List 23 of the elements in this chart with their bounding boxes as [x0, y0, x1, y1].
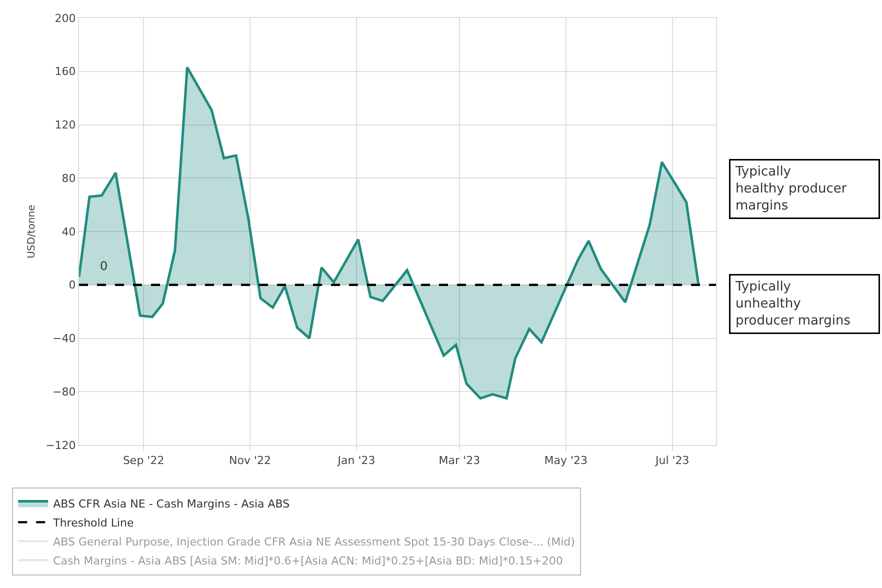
x-tick-label: May '23 [544, 454, 588, 468]
legend-label: ABS CFR Asia NE - Cash Margins - Asia ABS [53, 497, 290, 510]
y-tick-label: −120 [46, 438, 76, 452]
y-tick-label: 160 [54, 65, 76, 78]
x-tick-label: Sep '22 [122, 454, 164, 468]
y-tick-label: 40 [62, 225, 76, 238]
legend-label: Threshold Line [52, 516, 134, 530]
y-tick-label: 0 [68, 278, 76, 292]
legend-label: ABS General Purpose, Injection Grade CFR Asia NE Assessment Spot 15-30 Days Close-... (Mid) [53, 535, 575, 548]
text: Typically healthy producer margins [734, 164, 848, 214]
y-tick-label: 120 [54, 118, 76, 132]
x-tick-label: Jul '23 [654, 454, 690, 468]
annotation: 0 [100, 259, 108, 273]
legend-label: Cash Margins - Asia ABS [Asia SM: Mid]*0.6+[Asia ACN: Mid]*0.25+[Asia BD: Mid]*0.15+200 [53, 554, 563, 568]
y-tick-label: −80 [52, 385, 76, 398]
y-axis-title: USD/tonne [26, 204, 38, 258]
text: Typically unhealthy producer margins [734, 280, 851, 328]
y-tick-label: 80 [62, 172, 76, 185]
x-tick-label: Jan '23 [336, 454, 376, 468]
y-tick-label: 200 [54, 12, 76, 25]
y-tick-label: −40 [52, 332, 76, 346]
x-tick-label: Mar '23 [438, 454, 480, 468]
x-tick-label: Nov '22 [229, 454, 272, 468]
